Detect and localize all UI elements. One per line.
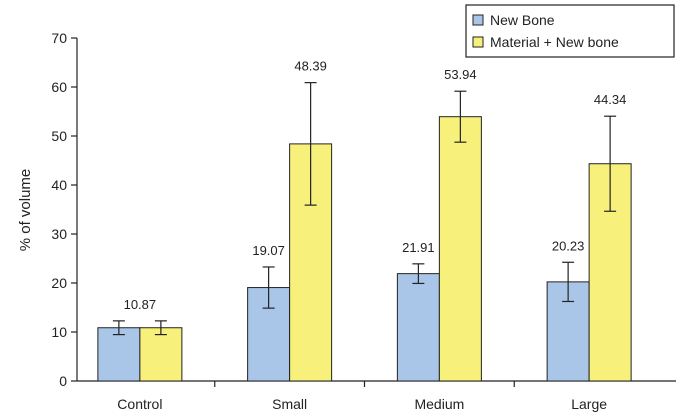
- y-tick-label-3: 30: [51, 226, 67, 242]
- bars: [97, 82, 632, 382]
- legend-label-0: New Bone: [490, 12, 555, 28]
- bar-1-2: [438, 116, 482, 382]
- y-axis-title: % of volume: [17, 169, 34, 252]
- data-label-0-0: 10.87: [124, 297, 157, 312]
- legend-swatch-1: [472, 36, 484, 48]
- data-label-0-3: 20.23: [552, 238, 585, 253]
- x-category-label-large: Large: [571, 396, 607, 412]
- data-label-1-3: 44.34: [594, 92, 627, 107]
- y-tick-label-0: 0: [59, 373, 67, 389]
- legend-label-1: Material + New bone: [490, 34, 619, 50]
- x-category-label-medium: Medium: [414, 396, 464, 412]
- y-tick-label-7: 70: [51, 30, 67, 46]
- y-tick-label-4: 40: [51, 177, 67, 193]
- legend-swatch-0: [472, 14, 484, 26]
- legend: New Bone Material + New bone: [465, 4, 675, 58]
- bar-1-0: [139, 327, 183, 382]
- x-category-label-small: Small: [272, 396, 307, 412]
- y-tick-label-2: 20: [51, 275, 67, 291]
- data-label-0-1: 19.07: [252, 243, 285, 258]
- bar-0-0: [97, 327, 141, 382]
- data-label-0-2: 21.91: [402, 240, 435, 255]
- y-tick-label-5: 50: [51, 128, 67, 144]
- bar-0-2: [396, 273, 440, 382]
- legend-box: [465, 4, 675, 58]
- y-tick-label-1: 10: [51, 324, 67, 340]
- y-tick-label-6: 60: [51, 79, 67, 95]
- x-category-label-control: Control: [117, 396, 162, 412]
- data-label-1-2: 53.94: [444, 67, 477, 82]
- labels: Control 10.87 Small 19.07 48.39 Medium 21.91 53…: [117, 59, 626, 412]
- data-label-1-1: 48.39: [294, 59, 327, 74]
